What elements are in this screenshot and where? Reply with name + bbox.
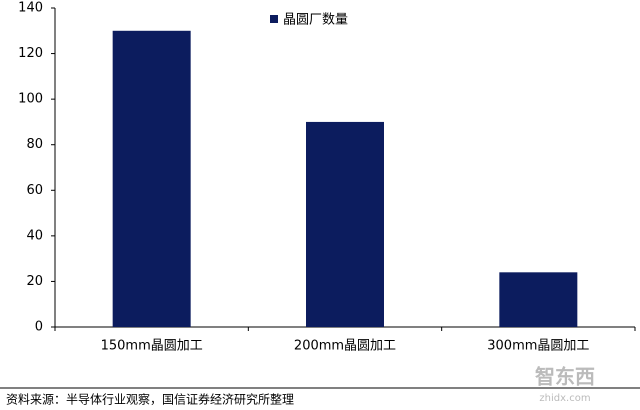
- x-tick-label: 300mm晶圆加工: [487, 339, 589, 354]
- y-tick-label: 20: [26, 274, 43, 289]
- y-tick-label: 120: [18, 46, 43, 61]
- y-tick-label: 0: [35, 320, 43, 335]
- x-tick-label: 200mm晶圆加工: [294, 339, 396, 354]
- y-tick-label: 80: [26, 137, 43, 152]
- bar: [499, 272, 578, 327]
- legend-label: 晶圆厂数量: [283, 13, 348, 28]
- watermark: 智东西: [535, 365, 595, 389]
- bar: [112, 30, 191, 328]
- y-tick-label: 60: [26, 183, 43, 198]
- bar: [306, 121, 384, 327]
- y-tick-label: 140: [18, 1, 43, 16]
- legend-swatch: [270, 15, 278, 23]
- y-tick-label: 100: [18, 92, 43, 107]
- x-tick-label: 150mm晶圆加工: [101, 339, 203, 354]
- y-tick-label: 40: [26, 228, 43, 243]
- watermark-url: zhidx.com: [539, 393, 590, 404]
- source-note: 资料来源：半导体行业观察，国信证券经济研究所整理: [6, 392, 294, 407]
